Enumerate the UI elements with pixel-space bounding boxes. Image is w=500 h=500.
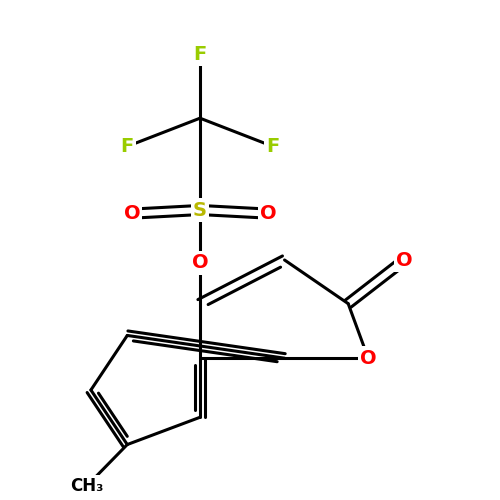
Text: O: O [192, 253, 208, 272]
Text: S: S [193, 200, 207, 220]
Text: O: O [260, 204, 276, 223]
Text: F: F [194, 45, 206, 64]
Text: F: F [266, 137, 280, 156]
Text: O: O [396, 250, 413, 270]
Text: O: O [360, 348, 376, 368]
Text: CH₃: CH₃ [70, 478, 103, 496]
Text: F: F [120, 137, 134, 156]
Text: O: O [124, 204, 140, 223]
